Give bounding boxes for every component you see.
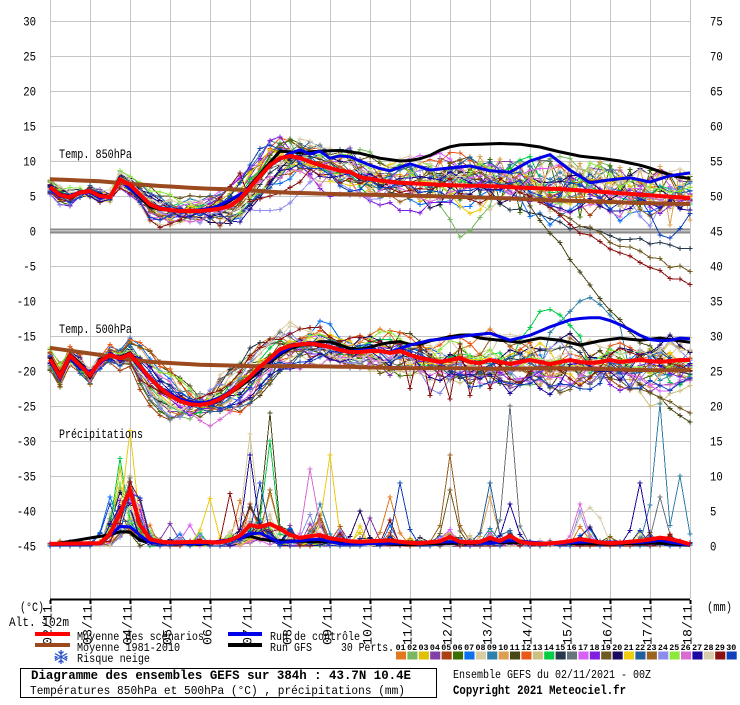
- svg-text:20: 20: [23, 86, 36, 100]
- svg-text:16/11: 16/11: [602, 605, 616, 645]
- svg-text:(mm): (mm): [707, 601, 732, 615]
- svg-text:15: 15: [555, 644, 565, 653]
- svg-text:28: 28: [704, 644, 714, 653]
- svg-text:0: 0: [30, 226, 36, 240]
- svg-text:45: 45: [710, 226, 723, 240]
- svg-text:5: 5: [30, 191, 36, 205]
- svg-text:Temp. 500hPa: Temp. 500hPa: [59, 323, 132, 337]
- svg-text:17/11: 17/11: [642, 605, 656, 645]
- svg-text:-15: -15: [17, 331, 36, 345]
- svg-text:Températures 850hPa et 500hPa: Températures 850hPa et 500hPa (°C) , pré…: [30, 684, 405, 698]
- svg-text:11: 11: [510, 644, 520, 653]
- svg-text:-30: -30: [17, 436, 36, 450]
- svg-text:70: 70: [710, 51, 723, 65]
- svg-text:09: 09: [487, 644, 497, 653]
- svg-text:08/11: 08/11: [282, 605, 296, 645]
- svg-text:22: 22: [635, 644, 645, 653]
- svg-text:10: 10: [23, 156, 36, 170]
- svg-text:Alt. 102m: Alt. 102m: [9, 616, 69, 630]
- svg-text:08: 08: [476, 644, 486, 653]
- svg-text:60: 60: [710, 121, 723, 135]
- svg-text:20: 20: [710, 401, 723, 415]
- svg-text:Ensemble GEFS du 02/11/2021 -: Ensemble GEFS du 02/11/2021 - 00Z: [453, 668, 651, 682]
- svg-text:12/11: 12/11: [442, 605, 456, 645]
- svg-text:Run de contrôle: Run de contrôle: [270, 630, 360, 644]
- svg-text:Copyright 2021 Meteociel.fr: Copyright 2021 Meteociel.fr: [453, 684, 626, 698]
- svg-text:Temp. 850hPa: Temp. 850hPa: [59, 148, 132, 162]
- svg-text:13: 13: [533, 644, 543, 653]
- svg-text:-10: -10: [17, 296, 36, 310]
- svg-text:03: 03: [419, 644, 429, 653]
- svg-text:25: 25: [710, 366, 723, 380]
- svg-text:01: 01: [396, 644, 406, 653]
- svg-text:19: 19: [601, 644, 611, 653]
- svg-text:12: 12: [521, 644, 531, 653]
- svg-text:15/11: 15/11: [562, 605, 576, 645]
- svg-text:17: 17: [578, 644, 588, 653]
- svg-text:06: 06: [453, 644, 463, 653]
- svg-text:25: 25: [23, 51, 36, 65]
- svg-text:-45: -45: [17, 541, 36, 555]
- svg-text:50: 50: [710, 191, 723, 205]
- svg-text:Diagramme des ensembles GEFS s: Diagramme des ensembles GEFS sur 384h : …: [31, 669, 411, 683]
- svg-text:24: 24: [658, 644, 668, 653]
- svg-text:20: 20: [612, 644, 622, 653]
- svg-text:30: 30: [23, 16, 36, 30]
- svg-text:15: 15: [710, 436, 723, 450]
- svg-text:Run GFS: Run GFS: [270, 641, 312, 655]
- svg-text:65: 65: [710, 86, 723, 100]
- svg-text:55: 55: [710, 156, 723, 170]
- svg-text:07/11: 07/11: [242, 605, 256, 645]
- svg-text:15: 15: [23, 121, 36, 135]
- svg-text:Risque neige: Risque neige: [77, 652, 150, 666]
- svg-text:21: 21: [624, 644, 634, 653]
- svg-text:-35: -35: [17, 471, 36, 485]
- svg-text:-5: -5: [23, 261, 36, 275]
- svg-text:75: 75: [710, 16, 723, 30]
- svg-text:40: 40: [710, 261, 723, 275]
- svg-text:14: 14: [544, 644, 554, 653]
- svg-text:16: 16: [567, 644, 577, 653]
- svg-text:02/11: 02/11: [42, 605, 56, 645]
- svg-text:13/11: 13/11: [482, 605, 496, 645]
- svg-text:-20: -20: [17, 366, 36, 380]
- svg-text:25: 25: [669, 644, 679, 653]
- svg-text:Précipitations: Précipitations: [59, 428, 143, 442]
- svg-text:03/11: 03/11: [82, 605, 96, 645]
- svg-text:14/11: 14/11: [522, 605, 536, 645]
- svg-text:27: 27: [692, 644, 702, 653]
- svg-text:10/11: 10/11: [362, 605, 376, 645]
- svg-text:Moyenne des scénarios: Moyenne des scénarios: [77, 630, 204, 644]
- svg-text:23: 23: [647, 644, 657, 653]
- svg-text:30 Perts.: 30 Perts.: [341, 641, 394, 655]
- svg-text:09/11: 09/11: [322, 605, 336, 645]
- svg-text:35: 35: [710, 296, 723, 310]
- svg-text:05/11: 05/11: [162, 605, 176, 645]
- svg-text:0: 0: [710, 541, 716, 555]
- svg-text:10: 10: [498, 644, 508, 653]
- svg-text:18/11: 18/11: [682, 605, 696, 645]
- svg-text:Moyenne 1981-2010: Moyenne 1981-2010: [77, 641, 180, 655]
- svg-text:-40: -40: [17, 506, 36, 520]
- svg-text:30: 30: [710, 331, 723, 345]
- svg-text:-25: -25: [17, 401, 36, 415]
- svg-text:(°C): (°C): [20, 601, 44, 615]
- svg-text:04: 04: [430, 644, 440, 653]
- svg-text:05: 05: [441, 644, 451, 653]
- svg-text:18: 18: [590, 644, 600, 653]
- svg-text:26: 26: [681, 644, 691, 653]
- svg-text:5: 5: [710, 506, 716, 520]
- svg-text:10: 10: [710, 471, 723, 485]
- svg-text:04/11: 04/11: [122, 605, 136, 645]
- svg-text:30: 30: [726, 644, 736, 653]
- svg-text:11/11: 11/11: [402, 605, 416, 645]
- svg-text:29: 29: [715, 644, 725, 653]
- svg-text:02: 02: [407, 644, 417, 653]
- svg-text:07: 07: [464, 644, 474, 653]
- svg-text:06/11: 06/11: [202, 605, 216, 645]
